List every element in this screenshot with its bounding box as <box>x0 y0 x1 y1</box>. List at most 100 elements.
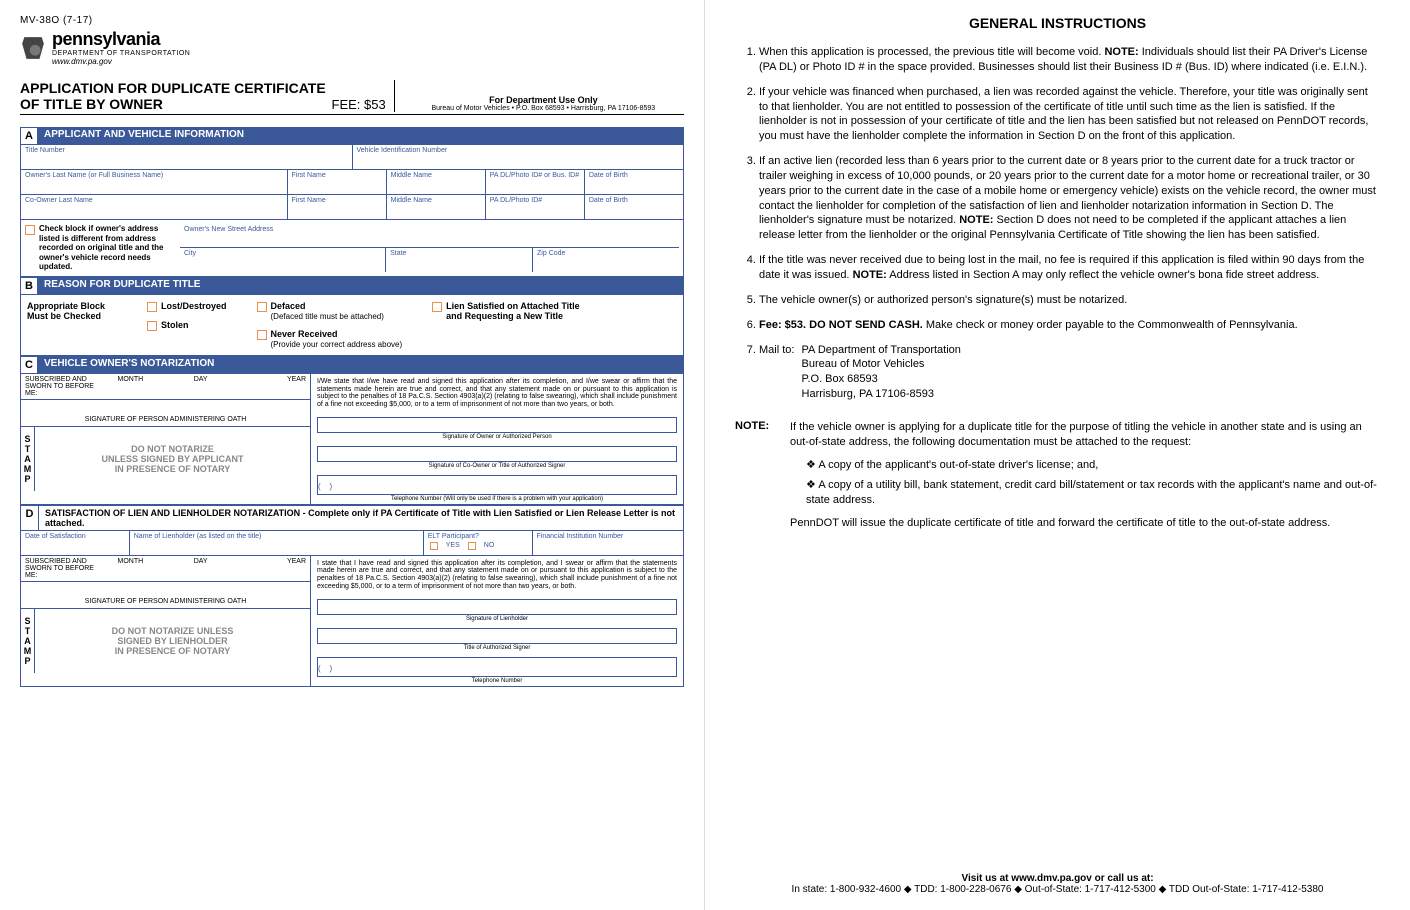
section-b: B REASON FOR DUPLICATE TITLE Appropriate… <box>20 277 684 356</box>
address-change-text: Check block if owner's address listed is… <box>39 224 170 272</box>
instruction-5: The vehicle owner(s) or authorized perso… <box>759 293 1380 308</box>
state-name: pennsylvania <box>52 29 190 50</box>
field-zip[interactable]: Zip Code <box>533 248 679 272</box>
sworn-year: YEAR <box>236 376 306 397</box>
sworn-day: DAY <box>166 376 236 397</box>
elt-yes[interactable] <box>430 542 438 550</box>
sig-coowner-label: Signature of Co-Owner or Title of Author… <box>315 463 679 469</box>
sig-owner[interactable] <box>317 417 677 433</box>
opt-defaced-sub: (Defaced title must be attached) <box>271 312 384 321</box>
field-owner-dob[interactable]: Date of Birth <box>585 170 683 194</box>
section-a-title: APPLICANT AND VEHICLE INFORMATION <box>38 127 684 145</box>
instruction-7: Mail to: PA Department of Transportation… <box>759 343 1380 402</box>
fee: FEE: $53 <box>332 97 386 112</box>
field-coowner-last[interactable]: Co-Owner Last Name <box>21 195 288 219</box>
sig-auth-label: Title of Authorized Signer <box>315 645 679 651</box>
oath-d: I state that I have read and signed this… <box>315 558 679 593</box>
instructions-page: GENERAL INSTRUCTIONS When this applicati… <box>705 0 1410 910</box>
sworn-text-d: SUBSCRIBED AND SWORN TO BEFORE ME: <box>25 558 95 579</box>
section-d-letter: D <box>21 506 39 530</box>
field-street[interactable]: Owner's New Street Address <box>180 224 679 248</box>
reason-label-1: Appropriate Block <box>27 301 117 311</box>
section-c: C VEHICLE OWNER'S NOTARIZATION SUBSCRIBE… <box>20 356 684 505</box>
field-vin[interactable]: Vehicle Identification Number <box>353 145 684 169</box>
sworn-month: MONTH <box>95 376 165 397</box>
chk-defaced[interactable] <box>257 302 267 312</box>
note-bullet-2: A copy of a utility bill, bank statement… <box>806 478 1380 508</box>
instructions-list: When this application is processed, the … <box>735 45 1380 402</box>
phone-label-d: Telephone Number <box>315 678 679 684</box>
opt-stolen: Stolen <box>161 320 189 330</box>
sig-lienholder-label: Signature of Lienholder <box>315 616 679 622</box>
field-owner-last[interactable]: Owner's Last Name (or Full Business Name… <box>21 170 288 194</box>
field-fin-num[interactable]: Financial Institution Number <box>533 531 684 555</box>
field-coowner-id[interactable]: PA DL/Photo ID# <box>486 195 585 219</box>
section-d-title: SATISFACTION OF LIEN AND LIENHOLDER NOTA… <box>39 506 683 530</box>
instruction-3: If an active lien (recorded less than 6 … <box>759 154 1380 243</box>
field-sat-date[interactable]: Date of Satisfaction <box>21 531 130 555</box>
phone-c[interactable]: ( ) <box>317 475 677 495</box>
sig-admin-c[interactable]: SIGNATURE OF PERSON ADMINISTERING OATH <box>21 400 310 427</box>
footer: Visit us at www.dmv.pa.gov or call us at… <box>735 873 1380 895</box>
field-owner-middle[interactable]: Middle Name <box>387 170 486 194</box>
app-title-2: OF TITLE BY OWNER <box>20 96 163 112</box>
opt-never: Never Received <box>271 329 338 339</box>
dept-use-addr: Bureau of Motor Vehicles • P.O. Box 6859… <box>403 105 684 112</box>
logo-row: pennsylvania DEPARTMENT OF TRANSPORTATIO… <box>20 29 684 66</box>
instruction-1: When this application is processed, the … <box>759 45 1380 75</box>
chk-lien[interactable] <box>432 302 442 312</box>
chk-lost[interactable] <box>147 302 157 312</box>
phone-d[interactable]: ( ) <box>317 657 677 677</box>
sworn-text: SUBSCRIBED AND SWORN TO BEFORE ME: <box>25 376 95 397</box>
section-b-letter: B <box>20 277 38 295</box>
stamp-box-c: DO NOT NOTARIZE UNLESS SIGNED BY APPLICA… <box>35 427 310 491</box>
address-change-checkbox[interactable] <box>25 225 35 235</box>
section-c-title: VEHICLE OWNER'S NOTARIZATION <box>38 356 684 374</box>
field-lienholder-name[interactable]: Name of Lienholder (as listed on the tit… <box>130 531 424 555</box>
form-page-left: MV-38O (7-17) pennsylvania DEPARTMENT OF… <box>0 0 705 910</box>
dept-name: DEPARTMENT OF TRANSPORTATION <box>52 50 190 57</box>
sig-owner-label: Signature of Owner or Authorized Person <box>315 434 679 440</box>
note-label: NOTE: <box>735 420 790 531</box>
sig-coowner[interactable] <box>317 446 677 462</box>
sig-lienholder[interactable] <box>317 599 677 615</box>
note-bullet-1: A copy of the applicant's out-of-state d… <box>806 458 1380 473</box>
instruction-6: Fee: $53. DO NOT SEND CASH. Make check o… <box>759 318 1380 333</box>
note-end: PennDOT will issue the duplicate certifi… <box>790 516 1380 531</box>
title-row: APPLICATION FOR DUPLICATE CERTIFICATE OF… <box>20 74 684 115</box>
website: www.dmv.pa.gov <box>52 57 190 66</box>
stamp-letters-d: STAMP <box>21 609 35 673</box>
field-owner-id[interactable]: PA DL/Photo ID# or Bus. ID# <box>486 170 585 194</box>
section-a-letter: A <box>20 127 38 145</box>
elt-no[interactable] <box>468 542 476 550</box>
section-b-title: REASON FOR DUPLICATE TITLE <box>38 277 684 295</box>
field-coowner-middle[interactable]: Middle Name <box>387 195 486 219</box>
field-title-number[interactable]: Title Number <box>21 145 353 169</box>
opt-never-sub: (Provide your correct address above) <box>271 340 403 349</box>
field-owner-first[interactable]: First Name <box>288 170 387 194</box>
field-elt: ELT Participant? YESNO <box>424 531 533 555</box>
app-title-1: APPLICATION FOR DUPLICATE CERTIFICATE <box>20 80 386 96</box>
keystone-icon <box>20 35 46 61</box>
field-coowner-first[interactable]: First Name <box>288 195 387 219</box>
section-c-letter: C <box>20 356 38 374</box>
footer-l2: In state: 1-800-932-4600 ◆ TDD: 1-800-22… <box>735 884 1380 895</box>
chk-never[interactable] <box>257 330 267 340</box>
form-number: MV-38O (7-17) <box>20 15 684 26</box>
chk-stolen[interactable] <box>147 321 157 331</box>
field-coowner-dob[interactable]: Date of Birth <box>585 195 683 219</box>
stamp-box-d: DO NOT NOTARIZE UNLESS SIGNED BY LIENHOL… <box>35 609 310 673</box>
note-intro: If the vehicle owner is applying for a d… <box>790 420 1380 450</box>
field-city[interactable]: City <box>180 248 386 272</box>
sig-admin-d[interactable]: SIGNATURE OF PERSON ADMINISTERING OATH <box>21 582 310 609</box>
opt-lien: Lien Satisfied on Attached Title and Req… <box>446 301 596 321</box>
opt-defaced: Defaced <box>271 301 306 311</box>
field-state[interactable]: State <box>386 248 533 272</box>
opt-lost: Lost/Destroyed <box>161 301 227 311</box>
note-block: NOTE: If the vehicle owner is applying f… <box>735 420 1380 531</box>
phone-label-c: Telephone Number (Will only be used if t… <box>315 496 679 502</box>
dept-use-label: For Department Use Only <box>403 95 684 105</box>
instruction-2: If your vehicle was financed when purcha… <box>759 85 1380 144</box>
footer-l1: Visit us at www.dmv.pa.gov or call us at… <box>735 873 1380 884</box>
sig-auth[interactable] <box>317 628 677 644</box>
